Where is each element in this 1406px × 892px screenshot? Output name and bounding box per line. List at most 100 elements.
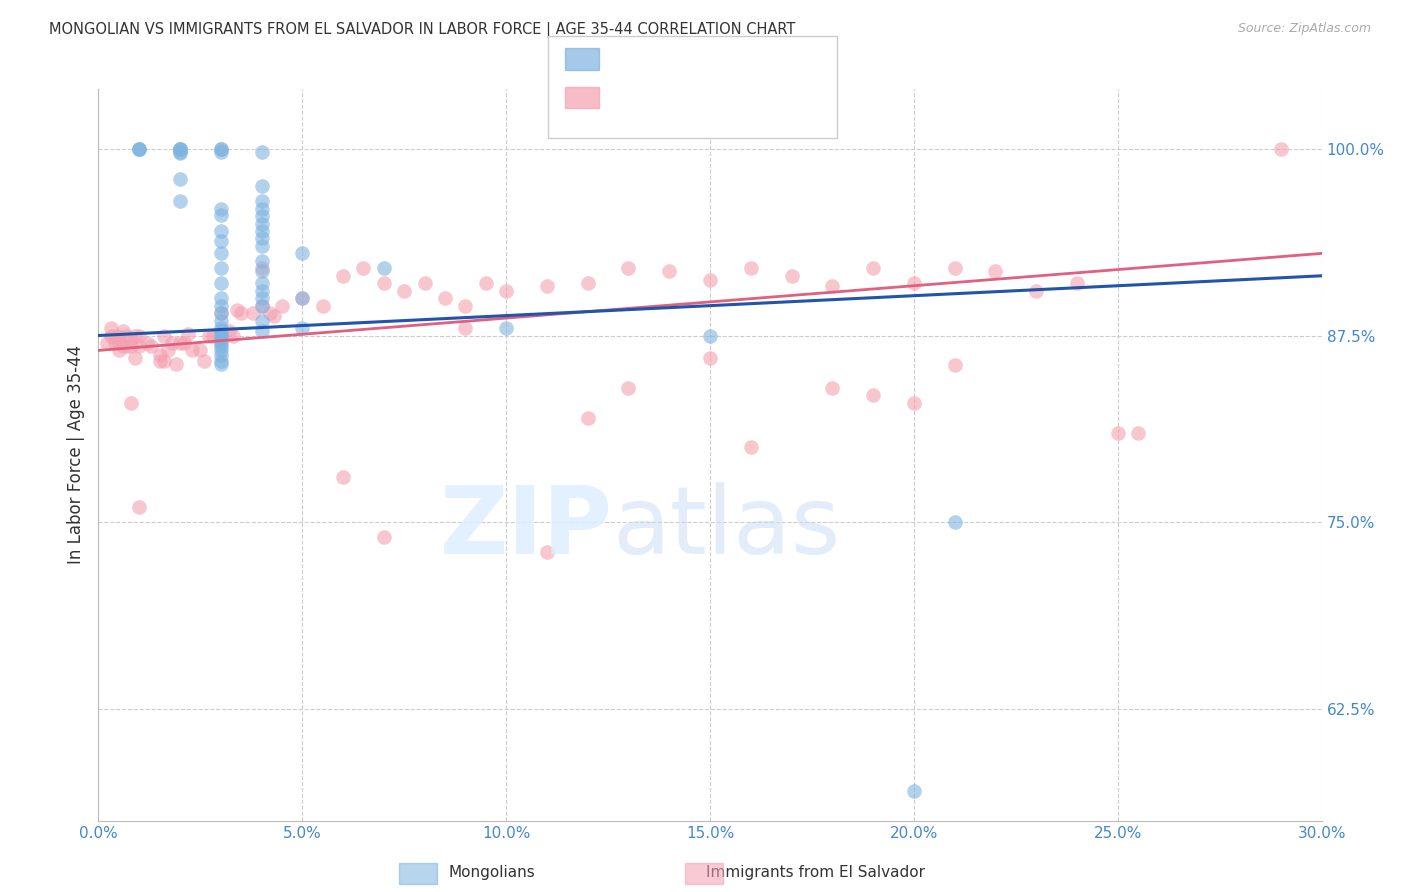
Point [96,335,118,350]
Point [209,235,232,249]
Point [169,145,191,159]
Point [373,261,395,276]
Point [209,202,232,216]
Point [943,515,966,529]
Point [108,328,131,343]
Point [128,328,150,343]
Point [136,335,159,350]
Point [373,277,395,291]
Point [617,381,640,395]
Text: Source: ZipAtlas.com: Source: ZipAtlas.com [1237,22,1371,36]
Point [536,545,558,559]
Point [984,264,1007,278]
Point [740,441,762,455]
Point [312,299,335,313]
Point [740,261,762,276]
Point [250,299,273,313]
Point [250,224,273,238]
Point [617,261,640,276]
Point [250,253,273,268]
Point [821,279,844,293]
Point [209,339,232,353]
Point [165,357,187,371]
Text: Immigrants from El Salvador: Immigrants from El Salvador [706,865,925,880]
Point [120,395,142,409]
Text: ZIP: ZIP [439,482,612,574]
Point [454,299,477,313]
Point [209,321,232,335]
Point [108,343,131,358]
Point [250,202,273,216]
Point [209,299,232,313]
Point [188,343,212,358]
Point [250,209,273,223]
Point [222,328,245,343]
Point [209,306,232,320]
Point [291,246,314,260]
Point [250,284,273,298]
Point [250,313,273,327]
Point [250,291,273,305]
Point [108,335,131,350]
Text: R = 0.094   N = 59: R = 0.094 N = 59 [609,53,754,68]
Point [862,388,884,402]
Point [128,142,150,156]
Point [104,335,127,350]
Point [209,261,232,276]
Point [193,354,215,368]
Point [209,208,232,222]
Point [115,339,138,353]
Point [250,239,273,253]
Point [169,171,191,186]
Point [250,264,273,278]
Point [156,343,179,358]
Point [1066,277,1088,291]
Point [291,291,314,305]
Point [434,291,457,305]
Point [699,351,721,365]
Point [111,339,134,353]
Point [250,261,273,276]
Point [209,343,232,358]
Point [392,284,416,298]
Point [160,335,183,350]
Point [209,335,232,350]
Point [173,335,195,350]
Point [352,261,374,276]
Point [169,142,191,156]
Point [209,348,232,362]
Point [152,354,174,368]
Point [124,328,146,343]
Point [209,291,232,305]
Point [197,328,219,343]
Point [903,395,925,409]
Point [699,328,721,343]
Point [128,142,150,156]
Point [209,277,232,291]
Point [259,306,281,320]
Point [576,277,599,291]
Point [209,224,232,238]
Point [1270,142,1292,156]
Point [209,333,232,347]
Point [903,277,925,291]
Point [104,328,127,343]
Point [124,351,146,365]
Point [169,335,191,350]
Point [177,326,200,341]
Point [209,142,232,156]
Point [250,145,273,159]
Point [903,784,925,798]
Point [100,328,122,343]
Point [250,324,273,338]
Point [218,324,240,338]
Text: Mongolians: Mongolians [449,865,536,880]
Point [1025,284,1047,298]
Point [169,142,191,156]
Point [270,299,294,313]
Point [536,279,558,293]
Text: R = 0.349   N = 89: R = 0.349 N = 89 [609,90,754,105]
Point [120,339,142,353]
Point [474,277,498,291]
Point [780,268,803,283]
